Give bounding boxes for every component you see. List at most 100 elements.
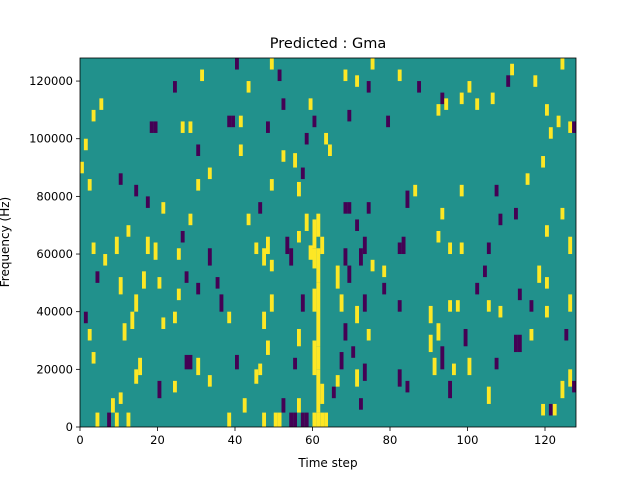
heatmap-cell [91, 352, 96, 364]
heatmap-cell [188, 354, 193, 370]
heatmap-cell [572, 380, 577, 393]
heatmap-cell [448, 380, 453, 399]
heatmap-cell [215, 277, 220, 289]
heatmap-cell [405, 190, 410, 208]
heatmap-cell [227, 311, 232, 324]
heatmap-cell [180, 230, 185, 243]
heatmap-cell [362, 236, 367, 255]
heatmap-cell [297, 230, 301, 243]
heatmap-cell [432, 357, 437, 376]
heatmap-cell [417, 81, 422, 93]
heatmap-cell [560, 58, 565, 70]
heatmap-cell [161, 202, 166, 214]
heatmap-cell [99, 98, 104, 110]
heatmap-cell [537, 265, 542, 283]
heatmap-cell [188, 121, 193, 133]
heatmap-cell [545, 305, 549, 318]
heatmap-cell [355, 75, 360, 87]
heatmap-cell [397, 69, 402, 82]
heatmap-cell [463, 328, 468, 347]
heatmap-cell [486, 386, 491, 404]
heatmap-cell [219, 294, 224, 312]
heatmap-cell [227, 115, 232, 128]
y-tick-label: 40000 [36, 305, 73, 319]
heatmap-cell [300, 412, 305, 427]
heatmap-cell [517, 334, 522, 353]
heatmap-cell [343, 202, 348, 214]
heatmap-cell [529, 300, 534, 312]
heatmap-cell [289, 248, 294, 266]
heatmap-cell [145, 196, 150, 208]
x-tick-label: 60 [305, 433, 320, 447]
heatmap-cell [316, 213, 321, 237]
heatmap-cell [568, 236, 573, 255]
heatmap-cell [312, 219, 317, 249]
heatmap-cell [176, 248, 181, 260]
heatmap-cell [142, 271, 146, 289]
heatmap-cell [200, 69, 205, 82]
heatmap-cell [277, 69, 282, 82]
heatmap-cell [138, 357, 143, 376]
heatmap-cell [312, 412, 317, 427]
heatmap-cell [413, 184, 418, 197]
heatmap-cell [440, 92, 445, 105]
heatmap-cell [285, 236, 290, 255]
heatmap-cell [459, 242, 464, 255]
heatmap-cell [227, 412, 232, 427]
heatmap-cell [568, 369, 573, 387]
heatmap-cell [297, 398, 301, 413]
chart-title: Predicted : Gma [270, 36, 386, 52]
heatmap-cell [347, 109, 352, 122]
heatmap-cell [552, 403, 557, 416]
heatmap-cell [235, 354, 239, 370]
heatmap-cell [541, 156, 546, 168]
heatmap-cell [405, 380, 410, 393]
heatmap-cell [382, 265, 387, 278]
heatmap-cell [207, 167, 212, 180]
y-tick-label: 60000 [36, 247, 73, 261]
heatmap-cell [560, 380, 565, 399]
heatmap-cell [510, 63, 515, 76]
heatmap-cell [173, 81, 177, 93]
heatmap-cell [308, 245, 313, 260]
heatmap-cell [114, 412, 119, 427]
heatmap-cell [95, 271, 100, 283]
plot-background [80, 58, 576, 427]
heatmap-cell [486, 242, 491, 255]
x-tick-label: 80 [383, 433, 398, 447]
y-tick-label: 20000 [36, 362, 73, 376]
heatmap-cell [196, 179, 201, 191]
heatmap-cell [196, 282, 201, 295]
heatmap-cell [428, 334, 433, 353]
heatmap-cell [293, 412, 298, 427]
x-axis-label: Time step [297, 456, 357, 470]
heatmap-cell [440, 207, 445, 220]
heatmap-cell [149, 121, 154, 133]
heatmap-cell [266, 340, 270, 355]
heatmap-cell [80, 161, 84, 174]
heatmap-cell [355, 219, 360, 231]
heatmap-cell [122, 323, 127, 341]
heatmap-cell [297, 181, 301, 197]
heatmap-cell [153, 121, 158, 133]
heatmap-cell [475, 98, 480, 110]
heatmap-cell [370, 58, 375, 70]
heatmap-cell [118, 173, 123, 185]
heatmap-cell [397, 242, 402, 255]
heatmap-cell [258, 202, 263, 214]
heatmap-cell [328, 144, 332, 157]
heatmap-cell [83, 138, 88, 151]
heatmap-cell [300, 167, 305, 180]
heatmap-cell [359, 248, 363, 266]
heatmap-cell [91, 109, 96, 122]
heatmap-cell [545, 104, 549, 116]
x-tick-label: 100 [457, 433, 479, 447]
heatmap-cell [91, 242, 96, 255]
x-tick-label: 0 [76, 433, 83, 447]
plot-area [79, 57, 577, 428]
heatmap-cell [320, 236, 325, 255]
heatmap-cell [467, 357, 472, 376]
y-tick-label: 80000 [36, 189, 73, 203]
heatmap-cell [289, 412, 294, 427]
heatmap-cell [87, 328, 92, 341]
